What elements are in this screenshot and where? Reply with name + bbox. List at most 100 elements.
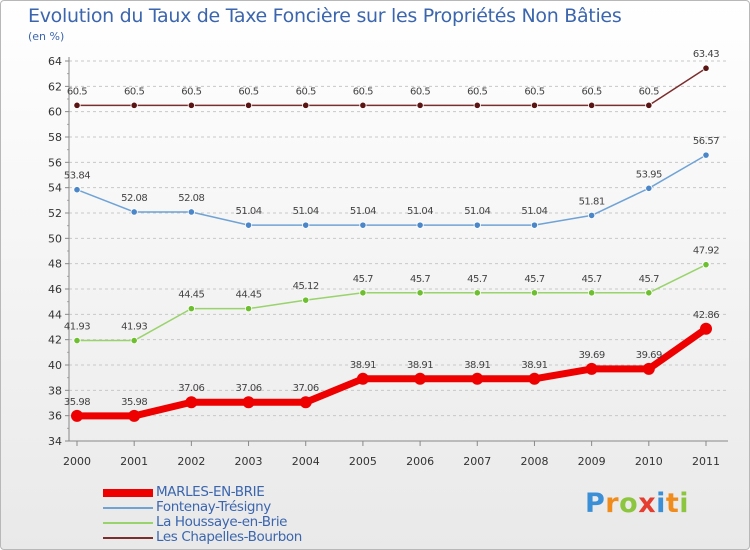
series-1-data-label: 51.04 <box>235 206 261 217</box>
series-3-data-label: 60.5 <box>124 86 144 97</box>
series-0-point <box>528 372 541 385</box>
series-1-data-label: 52.08 <box>178 193 204 204</box>
logo-letter: P <box>585 488 606 519</box>
axes: 34 36 38 40 42 44 46 48 50 52 54 56 58 60 62 64 2000 2001… <box>48 55 728 468</box>
series-2-point <box>302 296 310 304</box>
legend-label: Les Chapelles-Bourbon <box>156 529 302 545</box>
y-tick-label: 38 <box>48 384 62 397</box>
legend-label: Fontenay-Trésigny <box>156 499 271 515</box>
proxiti-logo: Proxiti <box>585 488 689 519</box>
series-0-data-label: 38.91 <box>407 360 433 371</box>
series-1-point <box>130 208 138 216</box>
series-2-point <box>473 289 481 297</box>
series-1-data-label: 53.95 <box>636 169 662 180</box>
series-2-point <box>187 305 195 313</box>
series-3-point <box>130 101 138 109</box>
legend-swatch <box>103 522 153 524</box>
series-2-data-label: 45.7 <box>410 274 430 285</box>
series-0-point <box>471 372 484 385</box>
y-tick-label: 52 <box>48 207 62 220</box>
series-1-data-label: 51.04 <box>464 206 490 217</box>
series-1-point <box>473 221 481 229</box>
y-tick-label: 58 <box>48 131 62 144</box>
chart-title: Evolution du Taux de Taxe Foncière sur l… <box>28 5 622 27</box>
x-tick-label: 2009 <box>578 455 606 468</box>
logo-letter: i <box>656 488 666 519</box>
series-0-data-label: 37.06 <box>235 383 261 394</box>
series-3-data-label: 60.5 <box>467 86 487 97</box>
series-3-data-label: 60.5 <box>67 86 87 97</box>
series-0-point <box>71 409 83 422</box>
x-tick-label: 2007 <box>463 455 491 468</box>
y-tick-label: 44 <box>48 308 62 321</box>
y-tick-label: 50 <box>48 232 62 245</box>
series-0-point <box>185 396 198 409</box>
series-1-data-label: 51.04 <box>521 206 547 217</box>
series-3-point <box>359 101 367 109</box>
series-line-1 <box>76 154 707 226</box>
series-1-data-label: 51.04 <box>293 206 319 217</box>
series-2-point <box>588 289 596 297</box>
series-0-point <box>642 362 655 375</box>
series-3-point <box>530 101 539 109</box>
y-tick-label: 46 <box>48 283 62 296</box>
y-tick-label: 36 <box>48 410 62 423</box>
series <box>71 64 712 422</box>
series-2-point <box>359 289 367 297</box>
series-2-data-label: 45.7 <box>524 274 544 285</box>
series-1-point <box>530 221 539 229</box>
y-tick-label: 40 <box>48 359 62 372</box>
x-tick-label: 2010 <box>635 455 663 468</box>
series-0-data-label: 35.98 <box>64 397 90 408</box>
x-tick-label: 2006 <box>406 455 434 468</box>
series-1-data-label: 51.81 <box>579 196 605 207</box>
series-0-data-label: 39.69 <box>579 350 605 361</box>
series-2-data-label: 45.7 <box>353 274 373 285</box>
legend-label: La Houssaye-en-Brie <box>156 514 288 530</box>
series-3-data-label: 60.5 <box>639 86 659 97</box>
series-2-data-label: 44.45 <box>178 290 204 301</box>
series-3-point <box>244 101 253 109</box>
series-0-point <box>299 396 312 409</box>
y-tick-label: 60 <box>48 106 62 119</box>
series-3-data-label: 60.5 <box>582 86 602 97</box>
series-line-3 <box>76 67 707 107</box>
series-2-data-label: 47.92 <box>693 246 719 257</box>
series-0-point <box>414 372 427 385</box>
series-3-point <box>588 101 596 109</box>
legend-swatch <box>103 507 153 509</box>
series-3-point <box>416 101 424 109</box>
logo-letter: t <box>665 488 680 519</box>
series-0-data-label: 35.98 <box>121 397 147 408</box>
series-3-data-label: 60.5 <box>410 86 430 97</box>
series-2-point <box>416 289 424 297</box>
series-2-data-label: 45.7 <box>639 274 659 285</box>
series-0-data-label: 38.91 <box>521 360 547 371</box>
legend-swatch <box>103 489 153 497</box>
series-1-data-label: 52.08 <box>121 193 147 204</box>
series-0-point <box>585 362 598 375</box>
x-tick-label: 2002 <box>177 455 205 468</box>
logo-letter: i <box>679 488 690 519</box>
series-3-point <box>187 101 195 109</box>
y-tick-label: 64 <box>48 55 62 68</box>
series-2-point <box>645 289 653 297</box>
series-0-data-label: 42.86 <box>693 310 719 321</box>
series-line-0 <box>73 325 710 420</box>
series-2-data-label: 44.45 <box>235 290 261 301</box>
series-1-point <box>187 208 195 216</box>
legend-label: MARLES-EN-BRIE <box>156 484 265 500</box>
series-0-data-label: 39.69 <box>636 350 662 361</box>
series-0-point <box>356 372 369 385</box>
series-3-point <box>73 101 81 109</box>
legend-swatch <box>103 537 153 539</box>
series-0-data-label: 37.06 <box>178 383 204 394</box>
grid <box>69 60 728 442</box>
y-tick-label: 54 <box>48 182 62 195</box>
series-3-data-label: 63.43 <box>693 49 719 60</box>
series-2-data-label: 45.12 <box>293 281 319 292</box>
series-0-point <box>128 409 141 422</box>
series-1-point <box>302 221 310 229</box>
x-tick-label: 2011 <box>692 455 720 468</box>
